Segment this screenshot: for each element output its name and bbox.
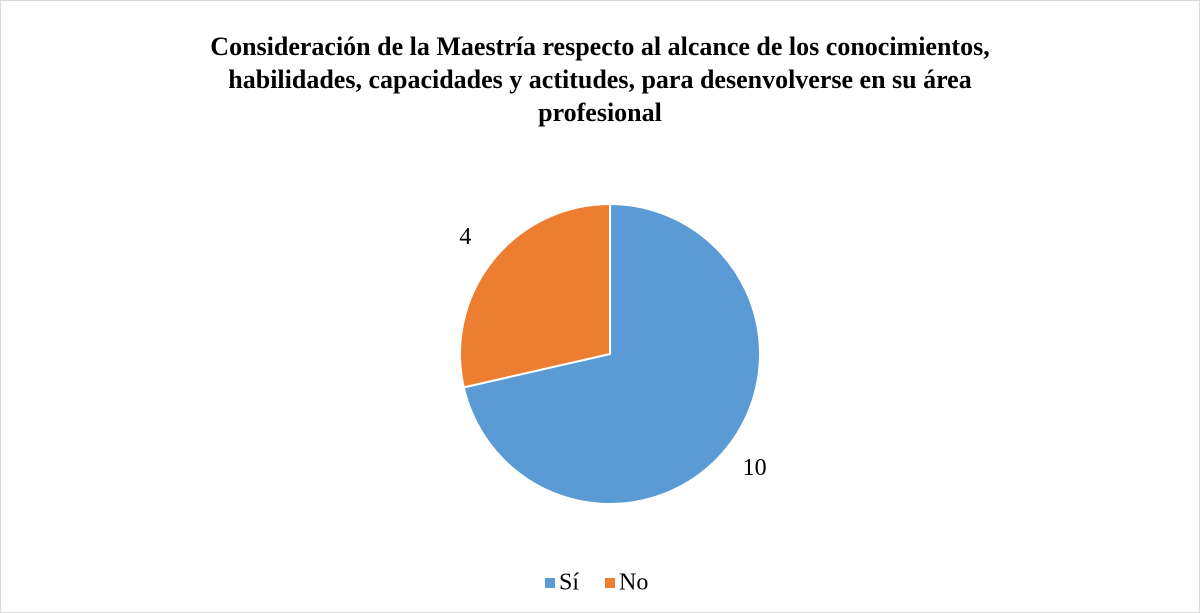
data-label: 10 (743, 455, 767, 481)
legend-label: Sí (559, 570, 579, 596)
legend-swatch (545, 578, 555, 588)
legend-label: No (619, 570, 648, 596)
pie-slice (462, 202, 761, 505)
legend-swatch (605, 578, 615, 588)
data-label: 4 (459, 224, 471, 250)
pie-slice (459, 202, 611, 389)
chart-title: Consideración de la Maestría respecto al… (210, 32, 990, 127)
